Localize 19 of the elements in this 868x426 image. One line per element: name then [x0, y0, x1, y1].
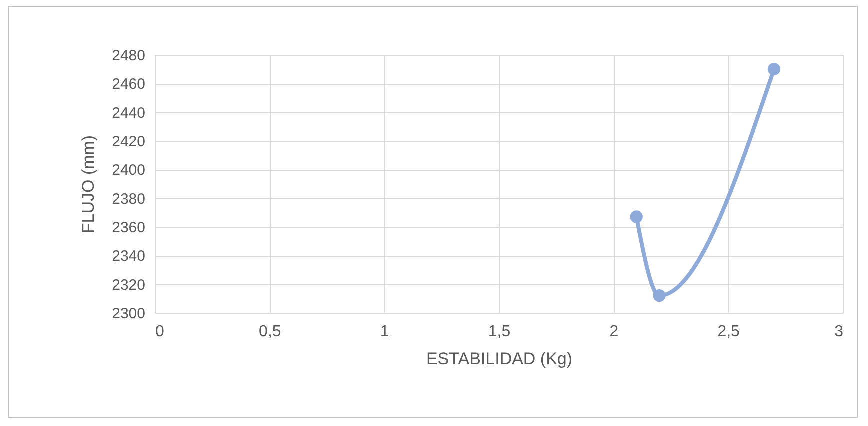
x-tick-label: 2: [610, 324, 619, 340]
y-tick-label: 2480: [112, 48, 146, 64]
x-tick-label: 0: [156, 324, 164, 340]
y-tick-label: 2460: [112, 76, 146, 94]
x-axis-title: ESTABILIDAD (Kg): [426, 350, 573, 368]
y-tick-label: 2300: [112, 306, 146, 322]
x-tick-label: 1: [380, 324, 390, 340]
y-tick-label: 2380: [112, 190, 146, 208]
y-tick-label: 2400: [112, 162, 146, 180]
y-tick-label: 2340: [112, 248, 146, 266]
y-tick-label: 2360: [112, 220, 146, 236]
y-tick-label: 2420: [112, 134, 146, 150]
y-tick-label: 2320: [112, 276, 146, 294]
y-tick-label: 2440: [112, 104, 146, 122]
x-tick-label: 1,5: [488, 324, 511, 340]
x-tick-label: 3: [834, 324, 844, 340]
y-axis-title: FLUJO (mm): [79, 135, 98, 234]
x-tick-label: 2,5: [718, 324, 740, 340]
x-tick-label: 0,5: [259, 324, 282, 340]
